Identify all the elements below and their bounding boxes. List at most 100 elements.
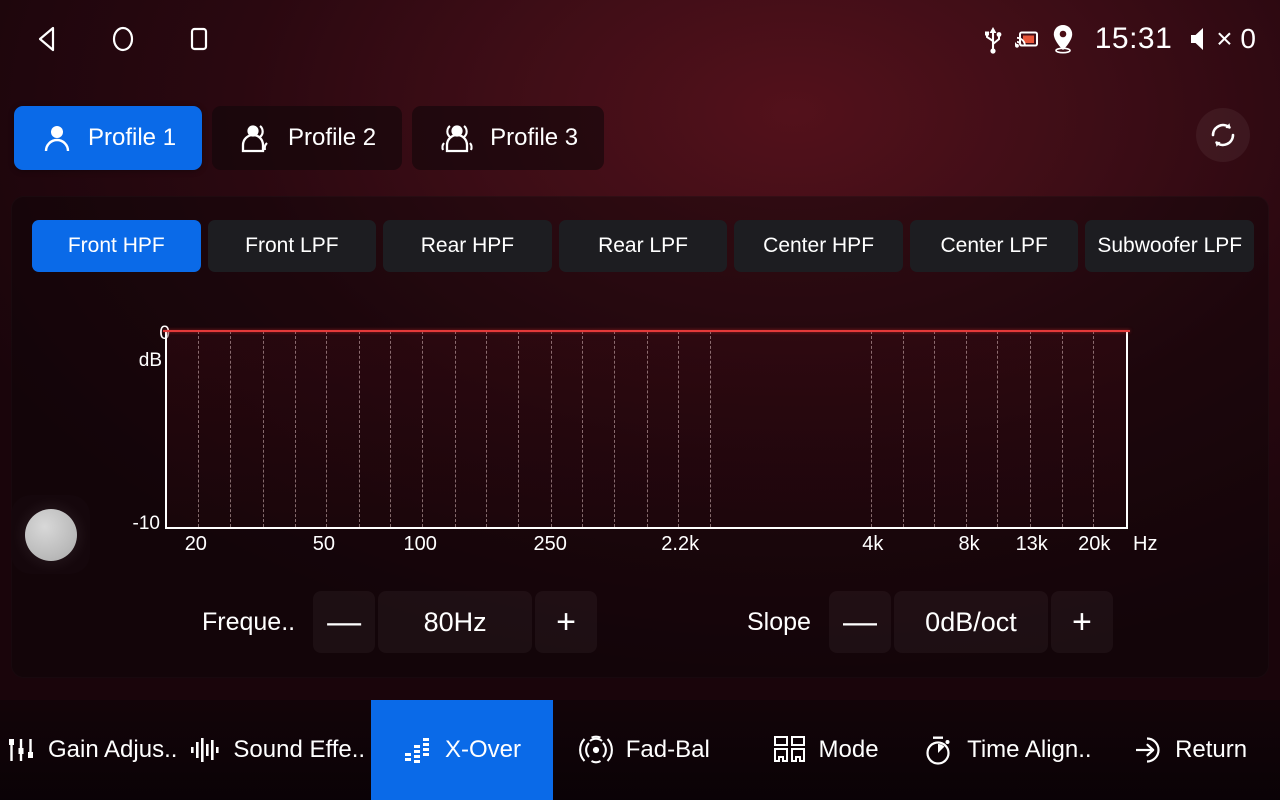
filter-tab-label: Center LPF	[940, 234, 1048, 257]
chart-gridline	[454, 331, 456, 527]
nav-item-mode[interactable]: Mode	[735, 700, 917, 800]
nav-item-label: X-Over	[444, 736, 521, 763]
android-nav-buttons	[30, 22, 216, 56]
chart-gridline	[1093, 331, 1095, 527]
cast-icon	[1014, 29, 1039, 49]
x-axis-tick-label: 4k	[862, 533, 884, 555]
frequency-response-plot[interactable]	[165, 331, 1128, 529]
recents-button[interactable]	[182, 22, 216, 56]
single-person-icon	[40, 121, 74, 155]
filter-tab-label: Center HPF	[763, 234, 875, 257]
parameter-controls: Freque.. — 80Hz + Slope — 0dB/oct +	[12, 587, 1270, 657]
filter-tab-front-lpf[interactable]: Front LPF	[207, 220, 377, 272]
chart-gridline	[486, 331, 488, 527]
filter-tab-label: Subwoofer LPF	[1097, 234, 1243, 257]
plus-icon: +	[1072, 603, 1092, 641]
chart-gridline	[422, 331, 424, 527]
filter-tab-rear-lpf[interactable]: Rear LPF	[558, 220, 728, 272]
nav-item-label: Time Align..	[967, 736, 1092, 763]
sound-radiate-icon	[578, 733, 614, 767]
chart-gridline	[965, 331, 967, 527]
chart-gridline	[326, 331, 328, 527]
status-clock: 15:31	[1094, 22, 1173, 55]
nav-item-sound-effect[interactable]: Sound Effe..	[183, 700, 371, 800]
response-curve-line	[163, 330, 1130, 332]
equalizer-bars-icon	[403, 735, 433, 765]
chart-gridline	[709, 331, 711, 527]
nav-item-fad-bal[interactable]: Fad-Bal	[553, 700, 735, 800]
chart-gridline	[390, 331, 392, 527]
slope-decrement-button[interactable]: —	[828, 591, 891, 653]
chart-gridline	[934, 331, 936, 527]
frequency-decrement-button[interactable]: —	[313, 591, 376, 653]
chart-gridline	[262, 331, 264, 527]
slope-label: Slope	[747, 607, 811, 636]
slope-value[interactable]: 0dB/oct	[893, 591, 1048, 653]
filter-tab-subwoofer-lpf[interactable]: Subwoofer LPF	[1085, 220, 1255, 272]
three-person-icon	[438, 121, 476, 155]
chart-gridline	[550, 331, 552, 527]
assistive-touch-ball-inner	[24, 508, 77, 561]
x-axis-tick-label: 2.2k	[661, 533, 700, 555]
minus-icon: —	[842, 603, 877, 641]
filter-tab-rear-hpf[interactable]: Rear HPF	[383, 220, 552, 272]
filter-tab-label: Rear HPF	[420, 234, 515, 257]
chart-gridline	[646, 331, 648, 527]
nav-item-time-align[interactable]: Time Align..	[916, 700, 1098, 800]
usb-icon	[982, 24, 1004, 54]
profile-tab-1[interactable]: Profile 1	[14, 106, 203, 170]
stopwatch-icon	[923, 734, 955, 766]
chart-gridline	[582, 331, 584, 527]
nav-item-return[interactable]: Return	[1098, 700, 1280, 800]
nav-item-x-over[interactable]: X-Over	[371, 700, 553, 800]
chart-gridline	[1061, 331, 1063, 527]
home-button[interactable]	[106, 22, 140, 56]
xover-panel: Front HPF Front LPF Rear HPF Rear LPF Ce…	[11, 196, 1269, 678]
nav-item-label: Sound Effe..	[233, 736, 366, 763]
x-axis-tick-label: 50	[312, 533, 336, 555]
slope-control: Slope — 0dB/oct +	[747, 591, 1113, 653]
waveform-icon	[189, 735, 221, 765]
chart-gridline	[902, 331, 904, 527]
y-axis-unit-label: dB	[138, 350, 162, 371]
filter-tab-label: Rear LPF	[598, 234, 688, 257]
reset-button[interactable]	[1196, 108, 1250, 162]
frequency-control: Freque.. — 80Hz +	[202, 591, 598, 653]
chart-gridline	[678, 331, 680, 527]
bottom-navigation: Gain Adjus.. Sound Effe..	[0, 700, 1280, 800]
frequency-label: Freque..	[202, 607, 296, 636]
y-axis-bottom-label: -10	[132, 513, 160, 534]
frequency-increment-button[interactable]: +	[535, 591, 598, 653]
chart-gridline	[197, 331, 199, 527]
chart-gridline	[517, 331, 519, 527]
x-axis-unit-label: Hz	[1133, 533, 1158, 555]
profile-tab-2[interactable]: Profile 2	[212, 106, 403, 170]
filter-tab-front-hpf[interactable]: Front HPF	[32, 220, 201, 272]
x-axis-tick-label: 100	[403, 533, 437, 555]
seats-grid-icon	[773, 735, 807, 765]
x-axis-tick-label: 250	[533, 533, 567, 555]
filter-tab-label: Front LPF	[245, 234, 339, 257]
plus-icon: +	[556, 603, 577, 641]
profile-tab-3[interactable]: Profile 3	[412, 106, 605, 170]
back-button[interactable]	[30, 22, 64, 56]
x-axis-tick-label: 20k	[1078, 533, 1111, 555]
system-icons: 15:31 × 0	[982, 22, 1256, 56]
nav-item-gain-adjust[interactable]: Gain Adjus..	[0, 700, 183, 800]
frequency-value[interactable]: 80Hz	[378, 591, 533, 653]
slope-increment-button[interactable]: +	[1050, 591, 1113, 653]
chart-gridline	[230, 331, 232, 527]
volume-indicator: × 0	[1187, 23, 1256, 55]
refresh-reset-icon	[1207, 119, 1239, 151]
assistive-touch-ball[interactable]	[11, 495, 90, 574]
nav-item-label: Gain Adjus..	[48, 736, 178, 763]
profile-tab-label: Profile 1	[88, 124, 177, 151]
two-person-icon	[238, 121, 274, 155]
filter-tab-center-lpf[interactable]: Center LPF	[909, 220, 1079, 272]
nav-item-label: Mode	[818, 736, 879, 763]
chart-gridline	[613, 331, 615, 527]
chart-gridline	[294, 331, 296, 527]
filter-tab-center-hpf[interactable]: Center HPF	[734, 220, 903, 272]
sliders-icon	[6, 735, 36, 765]
